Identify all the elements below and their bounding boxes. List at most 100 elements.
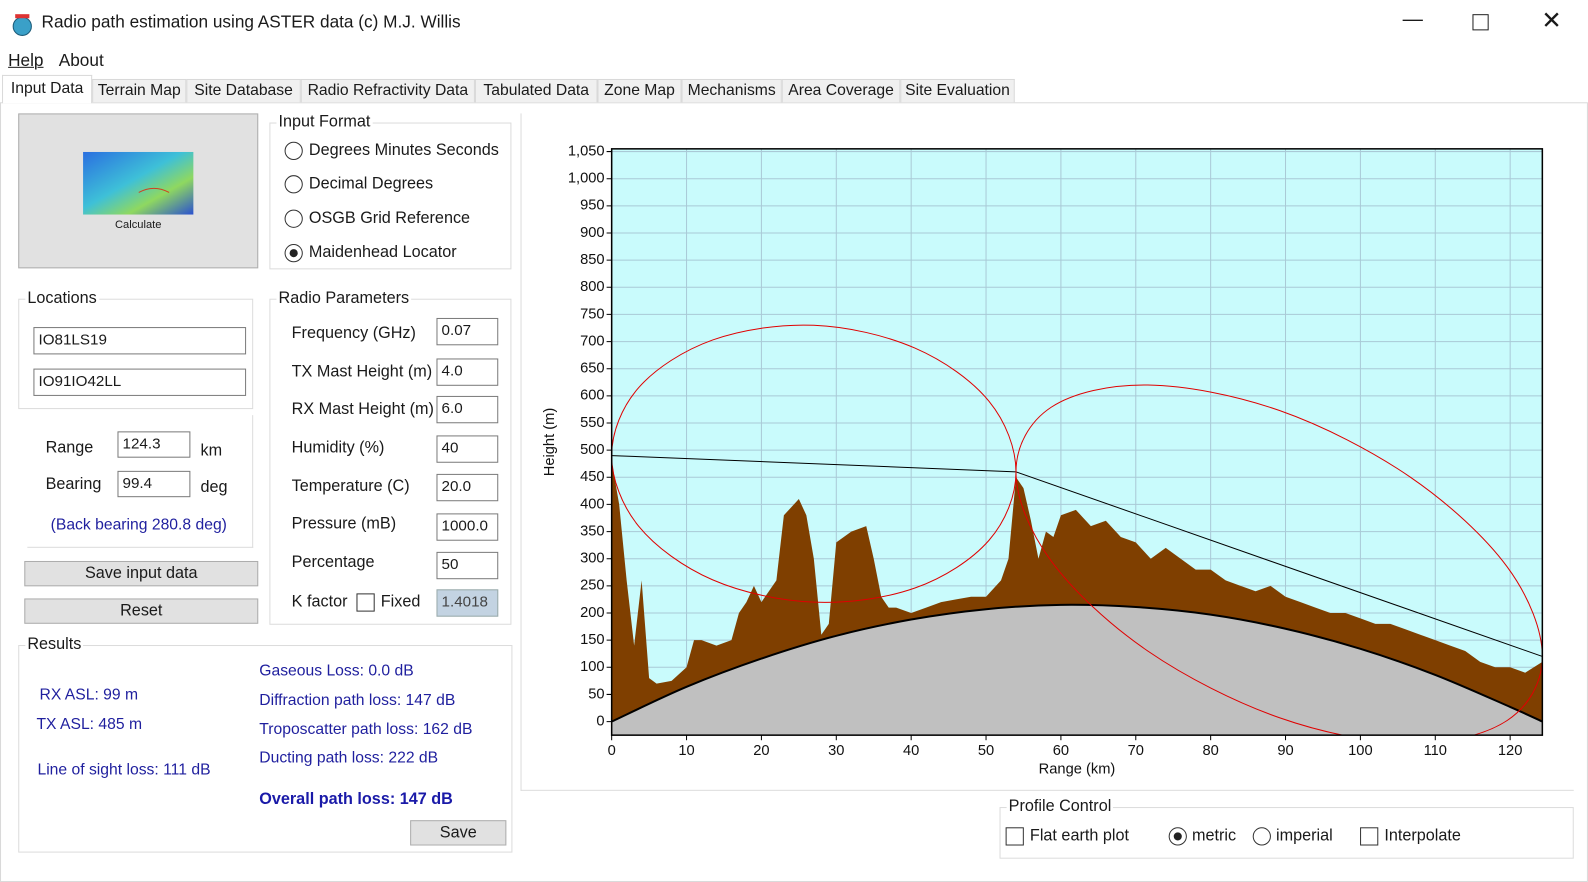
y-tick-label: 150 xyxy=(580,632,604,648)
field-label: Frequency (GHz) xyxy=(291,325,416,343)
y-tick-label: 850 xyxy=(580,252,604,268)
bearing-input[interactable]: 99.4 xyxy=(117,470,191,498)
tab[interactable]: Input Data xyxy=(2,74,93,104)
tab[interactable]: Mechanisms xyxy=(681,78,782,103)
y-tick-label: 50 xyxy=(588,686,604,702)
x-tick-label: 30 xyxy=(828,743,844,759)
checkbox[interactable] xyxy=(1005,827,1024,846)
fresnel-zone xyxy=(611,324,1017,603)
x-tick-label: 90 xyxy=(1277,743,1293,759)
y-tick-label: 1,000 xyxy=(568,171,605,187)
radio-label: OSGB Grid Reference xyxy=(308,209,471,227)
tab[interactable]: Radio Refractivity Data xyxy=(300,78,475,103)
x-tick-label: 120 xyxy=(1498,743,1522,759)
x-axis-title: Range (km) xyxy=(1039,761,1116,777)
calculate-button[interactable]: Calculate xyxy=(18,113,259,269)
plot-border xyxy=(610,148,1544,736)
menu-item[interactable]: About xyxy=(58,50,104,70)
parameter-input[interactable]: 20.0 xyxy=(436,473,499,502)
result-text: RX ASL: 99 m xyxy=(39,686,139,704)
save-button[interactable]: Save xyxy=(410,820,507,846)
field-label: Bearing xyxy=(45,475,102,494)
range-input[interactable]: 124.3 xyxy=(117,431,191,458)
earth-bulge-line xyxy=(611,603,1543,723)
save-input-button[interactable]: Save input data xyxy=(24,560,259,587)
app-icon xyxy=(12,14,32,36)
parameter-input[interactable]: 6.0 xyxy=(436,395,499,424)
radio-label: Maidenhead Locator xyxy=(308,244,457,262)
x-tick-label: 40 xyxy=(903,743,919,759)
checkbox-label: Fixed xyxy=(380,593,421,611)
group-box: Results xyxy=(18,635,513,853)
back-bearing: (Back bearing 280.8 deg) xyxy=(50,516,227,534)
y-tick-label: 450 xyxy=(580,469,604,485)
x-tick-label: 60 xyxy=(1053,743,1069,759)
radio-button[interactable] xyxy=(284,209,303,228)
menu-item[interactable]: Help xyxy=(8,50,44,70)
fresnel-zone xyxy=(1015,384,1543,736)
chart: 0 10 20 30 40 50 60 70 80 90 100 110 120 0 50 100 150 200… xyxy=(542,143,1544,777)
close-button[interactable]: ✕ xyxy=(1541,7,1562,35)
group-box: Locations xyxy=(18,289,254,410)
checkbox-label: Flat earth plot xyxy=(1029,827,1129,845)
earth-bulge-area xyxy=(611,604,1543,736)
group-title: Locations xyxy=(25,289,99,308)
reset-button[interactable]: Reset xyxy=(24,598,259,624)
field-label: Temperature (C) xyxy=(291,477,410,496)
chart-panel xyxy=(520,113,1574,791)
y-tick-label: 200 xyxy=(580,605,604,621)
radio-label: metric xyxy=(1191,827,1237,845)
parameter-input[interactable]: 40 xyxy=(436,435,499,463)
parameter-input[interactable]: 0.07 xyxy=(436,317,499,346)
minimize-button[interactable]: — xyxy=(1402,8,1423,31)
x-tick-label: 0 xyxy=(608,743,616,759)
result-overall: Overall path loss: 147 dB xyxy=(259,790,453,809)
radio-button[interactable] xyxy=(1252,827,1271,846)
tab[interactable]: Tabulated Data xyxy=(474,78,598,103)
result-text: TX ASL: 485 m xyxy=(36,715,143,734)
rx-locator-input[interactable]: IO91IO42LL xyxy=(33,368,247,396)
unit-label: km xyxy=(200,442,223,460)
plot-layer xyxy=(611,324,1543,736)
y-tick-label: 500 xyxy=(580,442,604,458)
y-tick-label: 400 xyxy=(580,496,604,512)
result-text: Ducting path loss: 222 dB xyxy=(259,749,439,767)
tab[interactable]: Area Coverage xyxy=(781,78,901,103)
radio-label: Decimal Degrees xyxy=(308,175,434,193)
group-title: Radio Parameters xyxy=(276,289,412,308)
field-label: Percentage xyxy=(291,553,375,572)
checkbox[interactable] xyxy=(1360,827,1379,846)
y-tick-label: 300 xyxy=(580,551,604,567)
tab[interactable]: Terrain Map xyxy=(92,78,187,103)
group-box: Profile Control xyxy=(999,797,1574,859)
y-tick-label: 1,050 xyxy=(568,143,605,159)
group-title: Profile Control xyxy=(1006,797,1114,817)
radio-button[interactable] xyxy=(284,141,303,160)
x-tick-label: 10 xyxy=(678,743,694,759)
radio-button[interactable] xyxy=(284,244,303,263)
parameter-input[interactable]: 50 xyxy=(436,551,499,580)
y-tick-label: 0 xyxy=(596,713,604,729)
tab[interactable]: Zone Map xyxy=(597,78,682,103)
y-tick-label: 900 xyxy=(580,225,604,241)
y-tick-label: 950 xyxy=(580,198,604,214)
y-tick-label: 250 xyxy=(580,578,604,594)
y-tick-label: 550 xyxy=(580,415,604,431)
checkbox[interactable] xyxy=(356,593,375,612)
tab[interactable]: Site Evaluation xyxy=(900,78,1015,103)
window-title: Radio path estimation using ASTER data (… xyxy=(41,12,461,32)
group-title: Results xyxy=(25,635,84,655)
parameter-input[interactable]: 4.0 xyxy=(436,358,499,386)
y-axis-title: Height (m) xyxy=(542,408,558,476)
radio-button[interactable] xyxy=(1168,827,1187,846)
result-text: Line of sight loss: 111 dB xyxy=(37,761,211,779)
k-factor-input: 1.4018 xyxy=(436,589,499,617)
tab[interactable]: Site Database xyxy=(186,78,301,103)
tx-locator-input[interactable]: IO81LS19 xyxy=(33,327,247,355)
radio-button[interactable] xyxy=(284,175,303,194)
parameter-input[interactable]: 1000.0 xyxy=(436,513,499,541)
x-tick-label: 110 xyxy=(1424,743,1447,759)
maximize-button[interactable] xyxy=(1472,14,1489,31)
group-box: Input Format Degrees Minutes Seconds Dec… xyxy=(269,113,512,270)
